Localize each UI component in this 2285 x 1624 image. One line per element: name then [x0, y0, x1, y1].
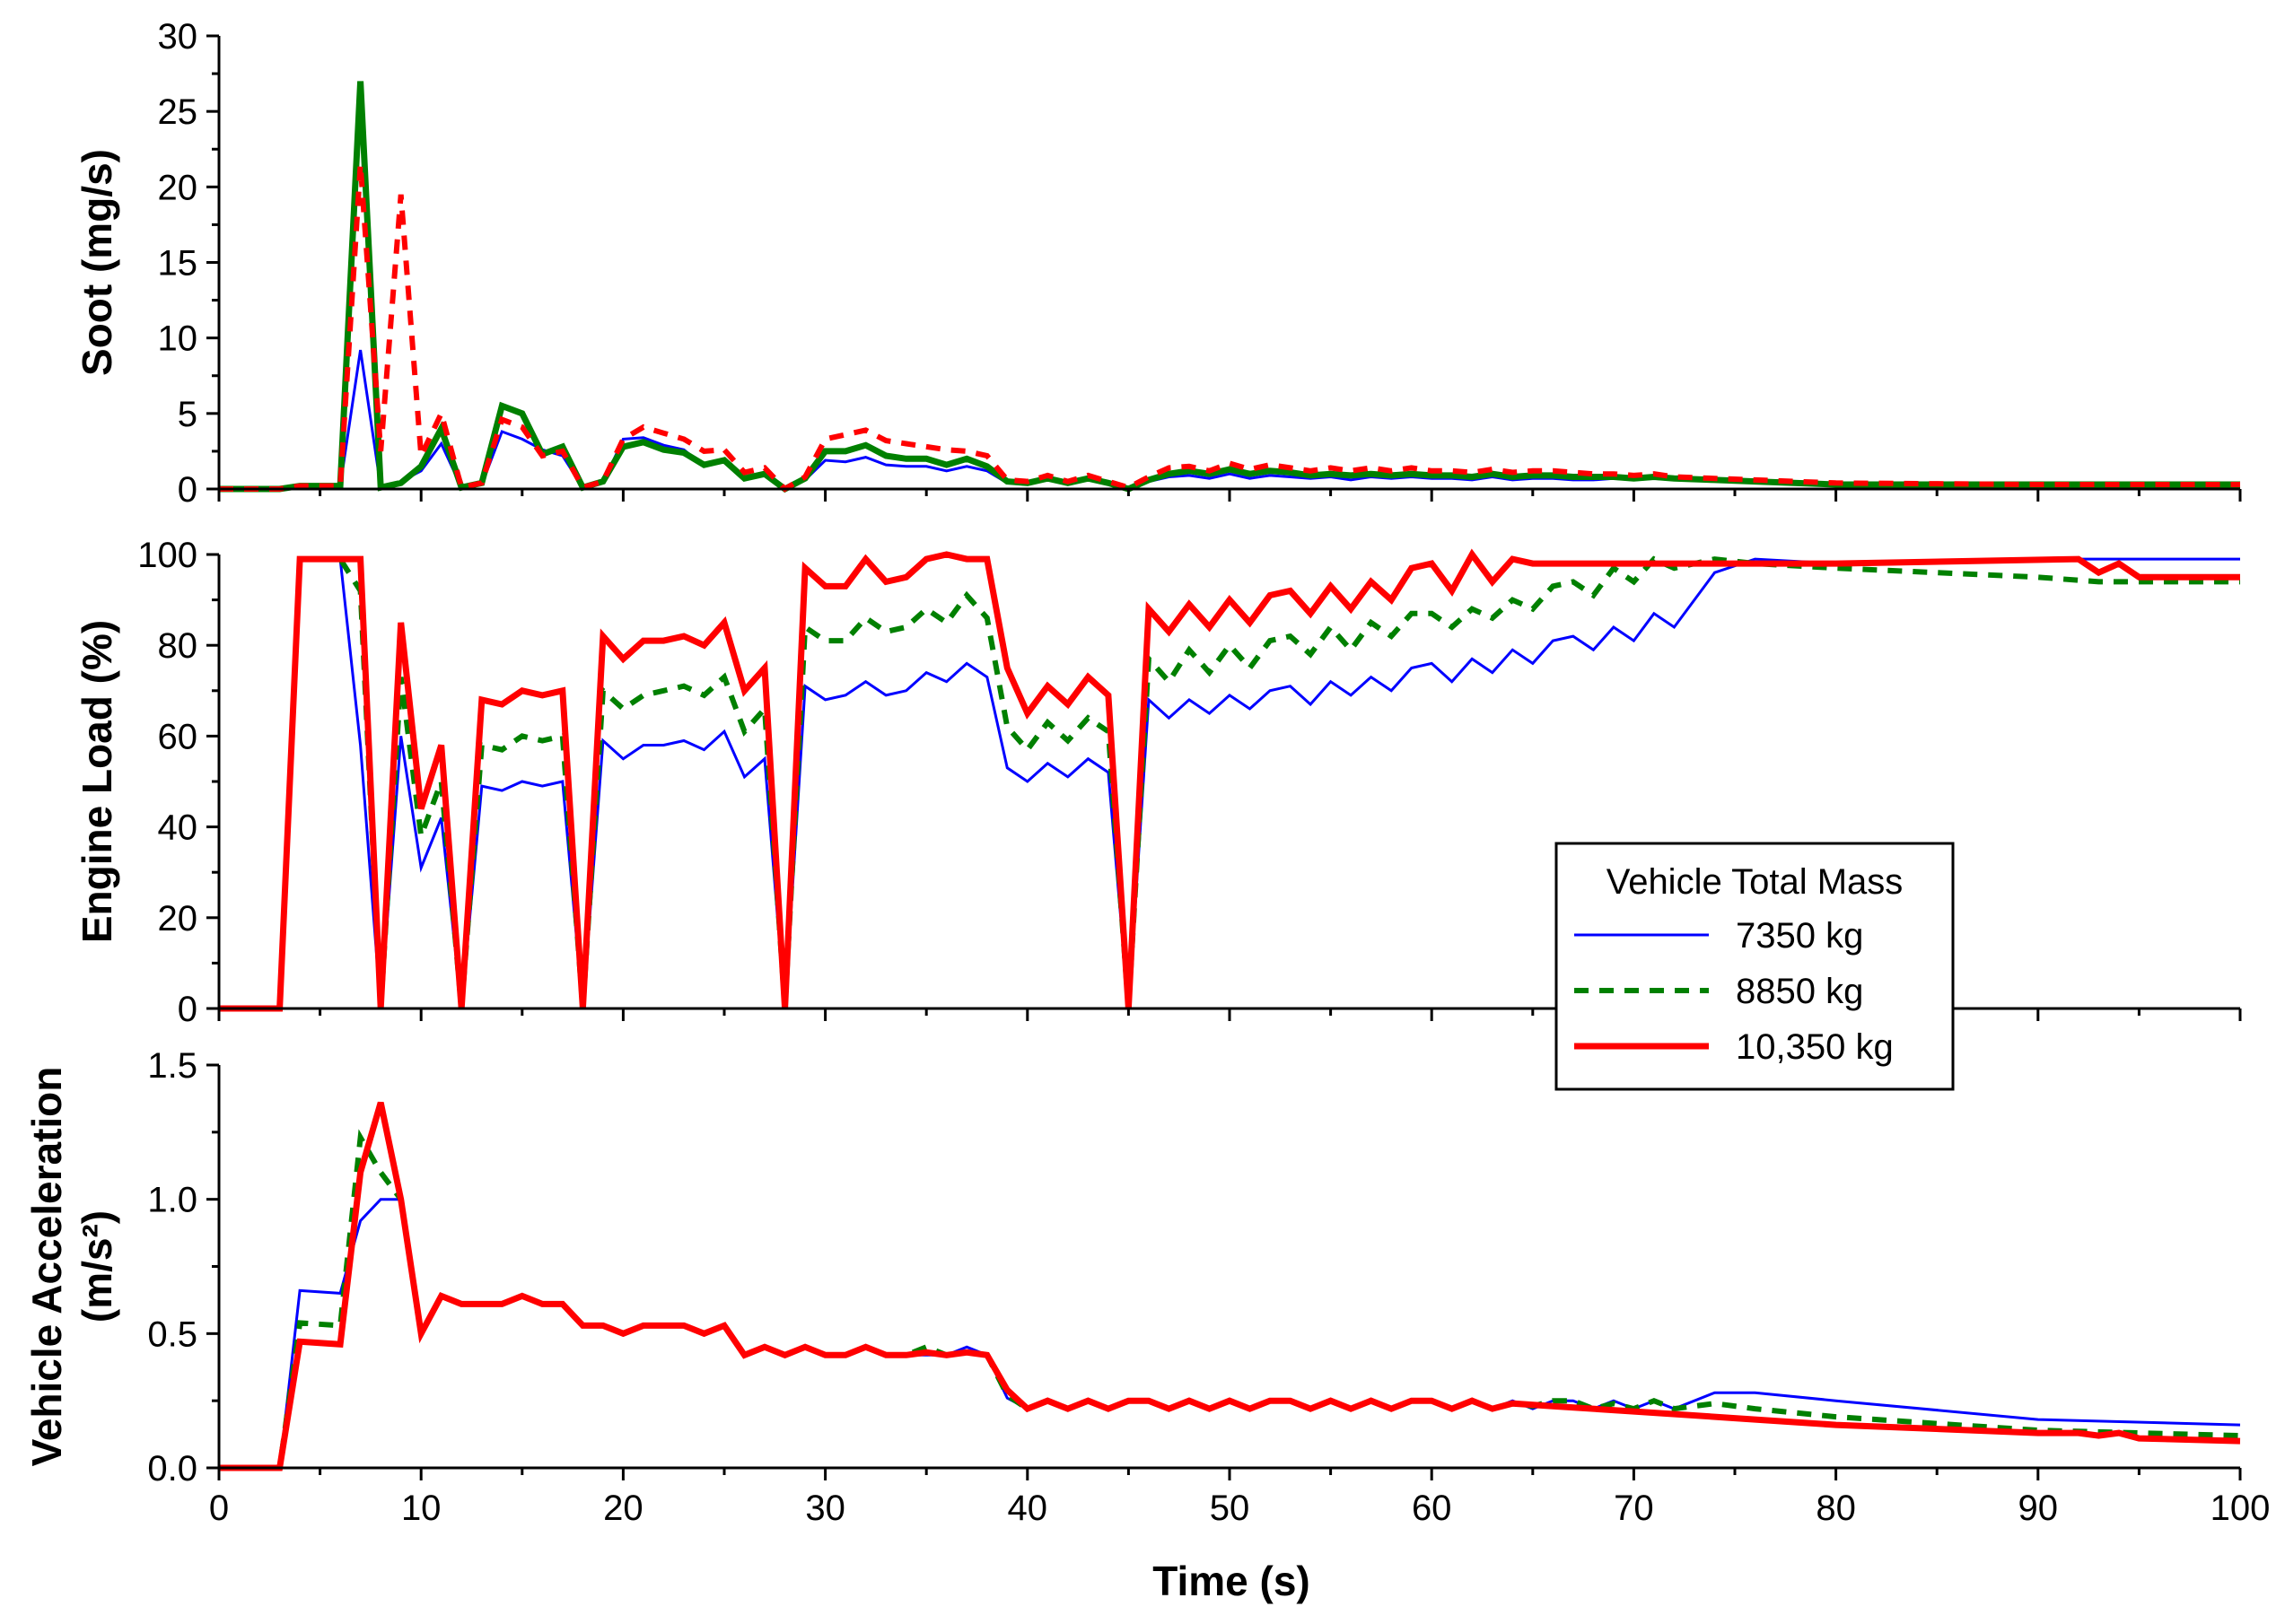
x-tick-label: 0: [209, 1489, 229, 1528]
y-axis-title-vehicle-acceleration: Vehicle Acceleration: [23, 1067, 70, 1467]
y-tick-label-engine-load: 20: [158, 899, 198, 939]
legend-label: 10,350 kg: [1736, 1027, 1894, 1067]
y-tick-label-vehicle-acceleration: 0.5: [147, 1314, 197, 1354]
series-line-engine-load-8850kg: [219, 555, 2240, 1011]
x-axis-title: Time (s): [1152, 1558, 1310, 1604]
y-tick-label-soot: 20: [158, 168, 198, 207]
legend-title: Vehicle Total Mass: [1607, 862, 1904, 902]
series-line-soot-10350kg: [219, 163, 2240, 493]
x-tick-label: 50: [1210, 1489, 1250, 1528]
panel-vehicle-acceleration: 0.0 0.5 1.0 1.5 0 10 20 30 40 50 60 70 80 90 100 Vehicl…: [23, 1046, 2270, 1528]
y-tick-label-soot: 10: [158, 319, 198, 359]
y-tick-label-vehicle-acceleration: 1.5: [147, 1046, 197, 1086]
x-tick-label: 10: [401, 1489, 442, 1528]
panel-soot: 0 5 10 15 20 25 30 Soot (mg/s): [74, 17, 2242, 510]
series-line-engine-load-7350kg: [219, 557, 2240, 1010]
y-tick-label-soot: 0: [178, 470, 197, 510]
legend: Vehicle Total Mass 7350 kg 8850 kg 10,350 k…: [1554, 842, 1955, 1091]
y-tick-label-engine-load: 100: [137, 536, 197, 575]
y-tick-label-vehicle-acceleration: 1.0: [147, 1181, 197, 1220]
panel-engine-load: 0 20 40 60 80 100 Engine Load (%): [74, 536, 2242, 1029]
x-tick-label: 90: [2018, 1489, 2059, 1528]
y-tick-label-soot: 25: [158, 92, 198, 132]
x-tick-label: 70: [1614, 1489, 1654, 1528]
y-axis-title-soot: Soot (mg/s): [74, 149, 120, 376]
x-tick-label: 100: [2211, 1489, 2271, 1528]
series-line-vehicle-acceleration-8850kg: [219, 1129, 2241, 1471]
x-tick-label: 20: [603, 1489, 643, 1528]
y-tick-label-engine-load: 40: [158, 808, 198, 848]
x-tick-label: 80: [1816, 1489, 1856, 1528]
y-tick-label-engine-load: 60: [158, 717, 198, 756]
series-line-vehicle-acceleration-10350kg: [219, 1101, 2241, 1471]
y-tick-label-engine-load: 0: [178, 990, 197, 1029]
y-tick-label-engine-load: 80: [158, 626, 198, 666]
y-tick-label-soot: 30: [158, 17, 198, 57]
x-tick-label: 60: [1412, 1489, 1452, 1528]
y-axis-title-engine-load: Engine Load (%): [74, 620, 120, 943]
x-tick-label: 30: [805, 1489, 845, 1528]
series-line-engine-load-10350kg: [219, 548, 2240, 1012]
legend-label: 8850 kg: [1736, 972, 1863, 1011]
y-tick-label-soot: 15: [158, 244, 198, 284]
y-tick-label-vehicle-acceleration: 0.0: [147, 1449, 197, 1489]
y-tick-label-soot: 5: [178, 395, 197, 434]
x-tick-label: 40: [1008, 1489, 1048, 1528]
y-axis-units-vehicle-acceleration: (m/s²): [74, 1210, 120, 1323]
legend-label: 7350 kg: [1736, 916, 1863, 956]
